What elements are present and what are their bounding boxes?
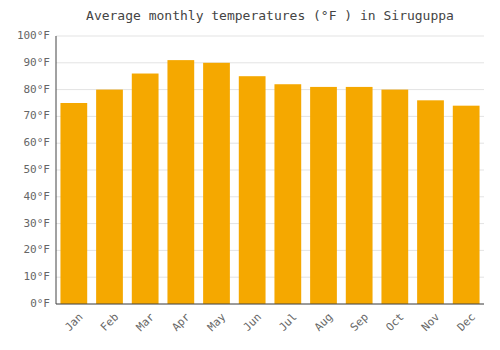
grid-line bbox=[56, 62, 484, 63]
y-tick-label: 0°F bbox=[30, 297, 50, 310]
grid bbox=[56, 36, 484, 304]
chart-container: 0°F 10°F 20°F 30°F 40°F 50°F 60°F 70°F 80°F 90°F 1… bbox=[0, 0, 500, 350]
bar bbox=[167, 60, 194, 304]
y-tick-label: 100°F bbox=[17, 29, 50, 42]
bar bbox=[60, 103, 87, 304]
y-tick-label: 70°F bbox=[24, 109, 51, 122]
x-tick-label: Nov bbox=[419, 310, 443, 334]
y-tick-label: 30°F bbox=[24, 217, 51, 230]
x-tick-label: Aug bbox=[312, 311, 335, 334]
bar bbox=[203, 63, 230, 304]
y-tick-label: 60°F bbox=[24, 136, 51, 149]
y-axis: 0°F 10°F 20°F 30°F 40°F 50°F 60°F 70°F 80°F 90°F 1… bbox=[17, 29, 50, 310]
x-tick-label: Sep bbox=[348, 311, 371, 334]
x-tick-label: Feb bbox=[98, 311, 121, 334]
x-tick-label: Oct bbox=[383, 311, 406, 334]
x-tick-label: Jan bbox=[62, 311, 85, 334]
bar bbox=[132, 74, 159, 304]
grid-line bbox=[56, 304, 484, 305]
y-tick-label: 40°F bbox=[24, 190, 51, 203]
bars bbox=[60, 60, 479, 304]
chart-title: Average monthly temperatures (°F ) in Si… bbox=[86, 8, 454, 23]
x-tick-label: Jun bbox=[241, 311, 264, 334]
y-tick-label: 90°F bbox=[24, 56, 51, 69]
y-tick-label: 80°F bbox=[24, 83, 51, 96]
x-axis-line bbox=[56, 304, 484, 305]
grid-line bbox=[56, 36, 484, 37]
y-tick-label: 20°F bbox=[24, 243, 51, 256]
bar bbox=[381, 90, 408, 304]
bar bbox=[346, 87, 373, 304]
bar bbox=[96, 90, 123, 304]
x-tick-label: Apr bbox=[169, 310, 193, 334]
bar bbox=[417, 100, 444, 304]
bar bbox=[239, 76, 266, 304]
x-tick-label: Dec bbox=[455, 311, 478, 334]
bar bbox=[310, 87, 337, 304]
y-axis-line bbox=[56, 36, 57, 304]
x-axis: Jan Feb Mar Apr May Jun Jul Aug Sep Oct Nov Dec bbox=[56, 36, 484, 334]
y-tick-label: 10°F bbox=[24, 270, 51, 283]
x-tick-label: Jul bbox=[276, 311, 299, 334]
x-tick-label: May bbox=[205, 310, 229, 334]
chart-svg: 0°F 10°F 20°F 30°F 40°F 50°F 60°F 70°F 80°F 90°F 1… bbox=[0, 0, 500, 350]
bar bbox=[274, 84, 301, 304]
y-tick-label: 50°F bbox=[24, 163, 51, 176]
bar bbox=[453, 106, 480, 304]
x-tick-label: Mar bbox=[134, 310, 158, 334]
